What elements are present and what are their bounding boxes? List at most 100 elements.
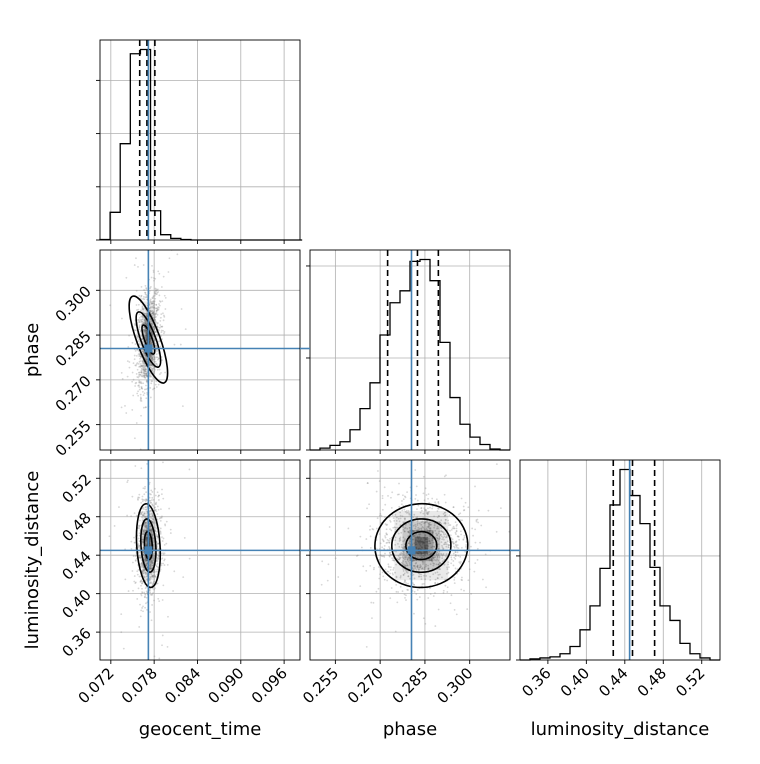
- scatter-point: [395, 583, 398, 586]
- scatter-point: [398, 505, 401, 508]
- scatter-point: [418, 522, 421, 525]
- scatter-point: [166, 645, 169, 648]
- scatter-point: [419, 540, 422, 543]
- scatter-point: [389, 553, 392, 556]
- scatter-point: [425, 520, 428, 522]
- scatter-point: [420, 554, 423, 557]
- scatter-point: [137, 551, 140, 553]
- scatter-point: [404, 579, 406, 582]
- scatter-point: [150, 302, 153, 305]
- scatter-point: [149, 529, 151, 532]
- scatter-point: [149, 525, 151, 528]
- scatter-point: [120, 631, 123, 634]
- scatter-point: [423, 544, 426, 547]
- scatter-point: [399, 514, 402, 517]
- contour-level-geocent-time-vs-phase-2: [128, 295, 169, 384]
- scatter-point: [150, 276, 153, 279]
- scatter-point: [435, 553, 438, 555]
- scatter-point: [138, 388, 141, 391]
- scatter-point: [145, 499, 148, 502]
- scatter-point: [121, 377, 124, 380]
- scatter-point: [151, 504, 154, 507]
- scatter-point: [137, 303, 140, 306]
- scatter-point: [422, 541, 425, 544]
- scatter-point: [419, 511, 422, 514]
- truth-marker-phase-vs-luminosity-distance: [407, 546, 416, 555]
- scatter-point: [416, 598, 419, 601]
- scatter-point: [442, 513, 445, 515]
- scatter-point: [152, 561, 154, 564]
- scatter-point: [417, 566, 419, 569]
- scatter-point: [154, 509, 157, 512]
- scatter-point: [145, 543, 148, 546]
- scatter-point: [445, 536, 448, 539]
- scatter-point: [412, 535, 415, 537]
- scatter-point: [337, 576, 340, 578]
- scatter-point: [433, 556, 436, 559]
- scatter-point: [433, 515, 435, 518]
- scatter-point: [153, 588, 156, 591]
- scatter-point: [454, 557, 457, 560]
- scatter-point: [152, 514, 154, 517]
- scatter-point: [419, 548, 422, 551]
- scatter-point: [142, 353, 145, 356]
- scatter-point: [458, 561, 461, 564]
- scatter-point: [436, 537, 439, 540]
- scatter-point: [415, 516, 418, 519]
- scatter-point: [142, 541, 145, 544]
- scatter-point: [403, 530, 406, 533]
- scatter-point: [156, 582, 159, 585]
- scatter-point: [131, 409, 134, 411]
- scatter-point: [452, 527, 455, 530]
- scatter-point: [420, 528, 423, 531]
- scatter-point: [156, 513, 159, 515]
- scatter-point: [145, 312, 148, 315]
- scatter-point: [412, 516, 415, 519]
- scatter-point: [426, 525, 429, 528]
- scatter-point: [152, 537, 155, 540]
- scatter-point: [444, 514, 446, 517]
- scatter-point: [150, 528, 153, 531]
- scatter-point: [134, 349, 137, 352]
- scatter-point: [463, 536, 466, 539]
- scatter-point: [429, 552, 432, 555]
- scatter-point: [134, 581, 137, 584]
- scatter-point: [403, 547, 405, 550]
- scatter-point: [136, 368, 139, 371]
- scatter-point: [334, 557, 337, 560]
- scatter-point: [145, 335, 148, 337]
- scatter-point: [404, 523, 407, 526]
- scatter-point: [162, 319, 165, 322]
- scatter-point: [460, 497, 463, 500]
- scatter-point: [138, 381, 141, 384]
- scatter-point: [415, 546, 418, 549]
- scatter-point: [141, 514, 144, 517]
- scatter-point: [156, 565, 158, 568]
- scatter-point: [151, 300, 153, 303]
- scatter-point: [152, 295, 155, 298]
- scatter-point: [149, 563, 152, 566]
- scatter-point: [138, 532, 141, 535]
- scatter-point: [146, 338, 148, 340]
- scatter-point: [461, 576, 463, 579]
- scatter-point: [151, 520, 154, 523]
- scatter-point: [151, 356, 154, 359]
- scatter-point: [145, 320, 147, 323]
- scatter-point: [155, 290, 158, 292]
- scatter-point: [156, 358, 159, 361]
- scatter-point: [427, 545, 430, 548]
- scatter-point: [416, 552, 419, 555]
- scatter-point: [384, 523, 387, 525]
- scatter-point: [425, 563, 428, 566]
- scatter-point: [154, 342, 157, 345]
- scatter-point: [445, 474, 447, 477]
- scatter-point: [156, 307, 159, 310]
- scatter-point: [152, 552, 155, 555]
- scatter-point: [398, 538, 401, 540]
- scatter-point: [141, 516, 143, 518]
- scatter-point: [137, 394, 140, 397]
- scatter-point: [153, 337, 156, 340]
- scatter-point: [145, 310, 148, 313]
- scatter-point: [442, 589, 445, 592]
- scatter-point: [453, 546, 456, 549]
